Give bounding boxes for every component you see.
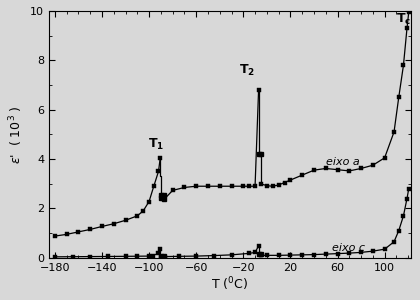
Text: $\mathbf{T_1}$: $\mathbf{T_1}$ bbox=[148, 137, 164, 152]
Text: $\mathbf{T_c}$: $\mathbf{T_c}$ bbox=[396, 12, 412, 27]
Text: $\mathbf{T_2}$: $\mathbf{T_2}$ bbox=[239, 63, 255, 78]
Text: eixo c: eixo c bbox=[332, 243, 365, 253]
Y-axis label: $\varepsilon$'  ( 10$^3$ ): $\varepsilon$' ( 10$^3$ ) bbox=[7, 105, 24, 164]
X-axis label: T ($^0$C): T ($^0$C) bbox=[211, 275, 248, 293]
Text: eixo a: eixo a bbox=[326, 157, 360, 167]
